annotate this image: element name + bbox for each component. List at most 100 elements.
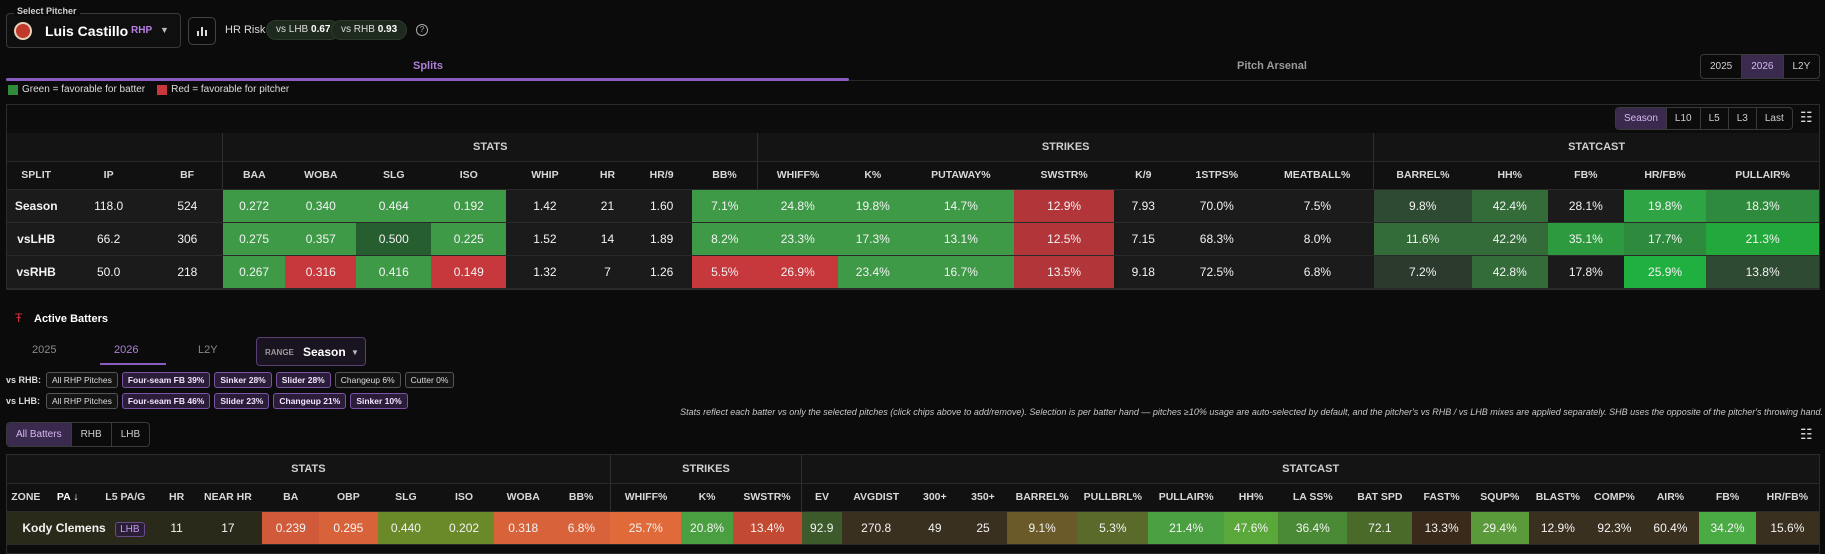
chart-toggle-button[interactable]: [188, 17, 216, 45]
bcol-27[interactable]: COMP%: [1587, 483, 1642, 512]
range-select[interactable]: RANGE Season ▼: [256, 337, 366, 366]
pitch-chip[interactable]: All RHP Pitches: [46, 393, 118, 409]
col-15[interactable]: K/9: [1114, 161, 1173, 190]
pitch-chip[interactable]: Slider 28%: [275, 372, 331, 388]
pitch-chip[interactable]: Sinker 10%: [350, 393, 408, 409]
col-9[interactable]: HR/9: [631, 161, 692, 190]
table-row[interactable]: Kody Clemens LHB 11 17 0.239 0.295 0.440 0.202…: [7, 511, 1819, 545]
split-cell: 7.1%: [691, 189, 758, 223]
batter-cell: 11: [159, 511, 194, 545]
pitch-chip[interactable]: Changeup 21%: [273, 393, 347, 409]
col-18[interactable]: BARREL%: [1373, 161, 1472, 190]
split-cell: 0.416: [356, 255, 432, 289]
bcol-30[interactable]: HR/FB%: [1755, 483, 1819, 512]
hr-risk-label: HR Risk: [225, 24, 266, 36]
pitcher-select[interactable]: [6, 13, 181, 48]
bcol-10[interactable]: BB%: [552, 483, 611, 512]
range-l3[interactable]: L3: [1729, 108, 1757, 129]
col-22[interactable]: PULLAIR%: [1706, 161, 1819, 190]
col-10[interactable]: BB%: [691, 161, 758, 190]
bcol-29[interactable]: FB%: [1699, 483, 1756, 512]
pitch-chip[interactable]: All RHP Pitches: [46, 372, 118, 388]
col-14[interactable]: SWSTR%: [1014, 161, 1115, 190]
batters-year-2026[interactable]: 2026: [114, 344, 139, 356]
col-13[interactable]: PUTAWAY%: [907, 161, 1015, 190]
bcol-4[interactable]: NEAR HR: [193, 483, 263, 512]
col-11[interactable]: WHIFF%: [757, 161, 838, 190]
year-2025[interactable]: 2025: [1701, 55, 1743, 78]
batters-year-l2y[interactable]: L2Y: [198, 344, 218, 356]
col-20[interactable]: FB%: [1547, 161, 1624, 190]
pitch-chip[interactable]: Sinker 28%: [214, 372, 272, 388]
bcol-14[interactable]: EV: [801, 483, 842, 512]
col-3[interactable]: BAA: [222, 161, 286, 190]
pitch-chip[interactable]: Four-seam FB 39%: [121, 372, 211, 388]
bcol-11[interactable]: WHIFF%: [609, 483, 682, 512]
tab-splits[interactable]: Splits: [413, 60, 443, 72]
col-0[interactable]: SPLIT: [7, 161, 66, 190]
bcol-19[interactable]: PULLBRL%: [1077, 483, 1149, 512]
batters-year-2025[interactable]: 2025: [32, 344, 57, 356]
filter-lhb[interactable]: LHB: [120, 429, 141, 440]
col-8[interactable]: HR: [583, 161, 632, 190]
bcol-16[interactable]: 300+: [910, 483, 959, 512]
bcol-9[interactable]: WOBA: [493, 483, 553, 512]
bcol-8[interactable]: ISO: [434, 483, 494, 512]
bcol-20[interactable]: PULLAIR%: [1148, 483, 1224, 512]
split-cell: 42.8%: [1471, 255, 1548, 289]
col-12[interactable]: K%: [837, 161, 908, 190]
range-last[interactable]: Last: [1764, 113, 1784, 124]
bcol-28[interactable]: AIR%: [1641, 483, 1700, 512]
col-21[interactable]: HR/FB%: [1623, 161, 1707, 190]
pitch-chip[interactable]: Changeup 6%: [334, 372, 401, 388]
year-l2y[interactable]: L2Y: [1792, 61, 1811, 72]
bcol-0[interactable]: ZONE: [7, 483, 45, 512]
batter-cell: 60.4%: [1641, 511, 1700, 545]
year-selector: 2025 2026 L2Y: [1700, 54, 1821, 79]
column-settings-icon[interactable]: ☷: [1800, 109, 1813, 125]
bcol-23[interactable]: BAT SPD: [1347, 483, 1413, 512]
range-season[interactable]: Season: [1616, 108, 1667, 129]
batters-settings-icon[interactable]: ☷: [1800, 426, 1813, 442]
filter-rhb[interactable]: RHB: [72, 423, 112, 446]
bcol-7[interactable]: SLG: [377, 483, 435, 512]
bcol-26[interactable]: BLAST%: [1528, 483, 1588, 512]
range-l5[interactable]: L5: [1701, 108, 1729, 129]
col-6[interactable]: ISO: [431, 161, 507, 190]
bcol-1[interactable]: PA ↓: [44, 483, 91, 512]
bcol-25[interactable]: SQUP%: [1470, 483, 1529, 512]
col-4[interactable]: WOBA: [285, 161, 357, 190]
col-17[interactable]: MEATBALL%: [1261, 161, 1374, 190]
bcol-12[interactable]: K%: [681, 483, 733, 512]
col-1[interactable]: IP: [65, 161, 152, 190]
split-cell: 1.42: [506, 189, 584, 223]
batter-cell: 25.7%: [610, 511, 682, 545]
range-l10[interactable]: L10: [1667, 108, 1701, 129]
hr-risk-lhb-label: vs LHB: [276, 24, 309, 35]
bcol-6[interactable]: OBP: [319, 483, 378, 512]
col-7[interactable]: WHIP: [506, 161, 584, 190]
pitch-chip[interactable]: Slider 23%: [214, 393, 270, 409]
bcol-3[interactable]: HR: [159, 483, 194, 512]
pitch-chip[interactable]: Four-seam FB 46%: [121, 393, 211, 409]
bcol-17[interactable]: 350+: [958, 483, 1008, 512]
pitch-chip[interactable]: Cutter 0%: [404, 372, 455, 388]
year-2026[interactable]: 2026: [1742, 55, 1784, 78]
col-19[interactable]: HH%: [1471, 161, 1548, 190]
col-5[interactable]: SLG: [356, 161, 432, 190]
bcol-5[interactable]: BA: [262, 483, 320, 512]
tab-pitch-arsenal[interactable]: Pitch Arsenal: [1237, 60, 1307, 72]
filter-all-batters[interactable]: All Batters: [7, 423, 72, 446]
bcol-21[interactable]: HH%: [1223, 483, 1279, 512]
pitcher-avatar: [14, 22, 32, 40]
bcol-15[interactable]: AVGDIST: [841, 483, 911, 512]
bcol-24[interactable]: FAST%: [1412, 483, 1471, 512]
col-2[interactable]: BF: [151, 161, 223, 190]
col-16[interactable]: 1STPS%: [1172, 161, 1262, 190]
batter-cell: 21.4%: [1148, 511, 1224, 545]
bcol-13[interactable]: SWSTR%: [732, 483, 802, 512]
bcol-22[interactable]: LA SS%: [1278, 483, 1348, 512]
bcol-18[interactable]: BARREL%: [1007, 483, 1078, 512]
bcol-2[interactable]: L5 PA/G: [90, 483, 160, 512]
help-icon[interactable]: ?: [416, 24, 428, 36]
